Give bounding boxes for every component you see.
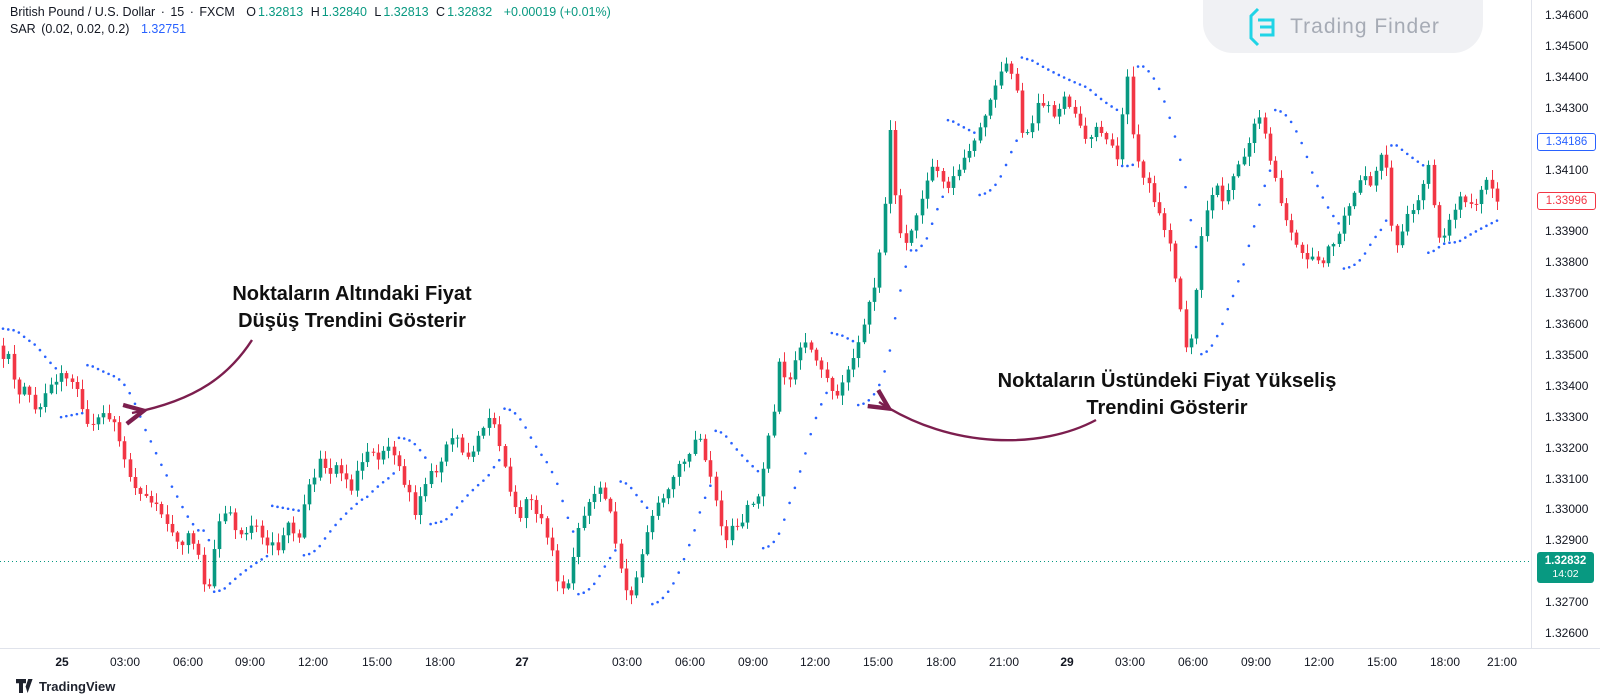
- price-axis-tick: 1.33000: [1545, 502, 1589, 517]
- separator: ·: [160, 5, 165, 19]
- time-axis-tick: 12:00: [297, 655, 329, 669]
- price-axis-tick: 1.33300: [1545, 409, 1589, 424]
- time-axis-tick: 06:00: [1177, 655, 1209, 669]
- annotation-uptrend-text: Noktaların Üstündeki Fiyat Yükseliş Tren…: [997, 370, 1337, 419]
- high-label: H 1.32840: [310, 5, 367, 19]
- time-axis-tick: 09:00: [1240, 655, 1272, 669]
- time-axis-tick: 25: [55, 655, 69, 669]
- time-axis-tick: 27: [515, 655, 529, 669]
- sar-price-label: 1.34186: [1537, 132, 1596, 151]
- tradingview-logo-icon: [16, 679, 33, 693]
- time-axis-tick: 18:00: [925, 655, 957, 669]
- trading-finder-watermark: Trading Finder: [1203, 0, 1483, 53]
- price-axis-tick: 1.32900: [1545, 533, 1589, 548]
- indicator-value: 1.32751: [140, 22, 187, 36]
- time-axis-tick: 03:00: [611, 655, 643, 669]
- close-label: C 1.32832: [436, 5, 493, 19]
- price-axis-tick: 1.33800: [1545, 255, 1589, 270]
- price-axis-tick: 1.34600: [1545, 8, 1589, 22]
- price-axis-tick: 1.33900: [1545, 224, 1589, 239]
- change-value: +0.00019 (+0.01%): [503, 5, 611, 19]
- time-axis-tick: 06:00: [172, 655, 204, 669]
- open-value: 1.32813: [258, 5, 304, 19]
- time-axis-tick: 12:00: [799, 655, 831, 669]
- time-axis-tick: 15:00: [361, 655, 393, 669]
- price-axis-tick: 1.34500: [1545, 38, 1589, 53]
- time-axis-tick: 18:00: [1429, 655, 1461, 669]
- annotation-downtrend-text: Noktaların Altındaki Fiyat Düşüş Trendin…: [232, 283, 472, 332]
- current-price-countdown-label: 1.32832 14:02: [1537, 552, 1594, 584]
- last-price-label: 1.33996: [1537, 191, 1596, 210]
- time-axis-tick: 09:00: [234, 655, 266, 669]
- time-axis-tick: 03:00: [109, 655, 141, 669]
- trading-finder-logo-text: Trading Finder: [1290, 14, 1440, 38]
- time-axis-tick: 15:00: [1366, 655, 1398, 669]
- time-axis-tick: 21:00: [988, 655, 1020, 669]
- separator: ·: [189, 5, 194, 19]
- time-axis-border: [0, 648, 1600, 649]
- price-axis-tick: 1.33700: [1545, 286, 1589, 301]
- bar-countdown: 14:02: [1552, 568, 1579, 581]
- time-axis-tick: 21:00: [1486, 655, 1518, 669]
- price-axis-tick: 1.32600: [1545, 626, 1589, 640]
- price-axis-tick: 1.33400: [1545, 378, 1589, 393]
- time-axis-tick: 18:00: [424, 655, 456, 669]
- tradingview-attribution[interactable]: TradingView: [16, 679, 115, 694]
- price-axis-border: [1531, 0, 1532, 648]
- high-value: 1.32840: [321, 5, 367, 19]
- price-axis-tick: 1.32700: [1545, 595, 1589, 610]
- price-axis-tick: 1.34100: [1545, 162, 1589, 177]
- low-label: L 1.32813: [374, 5, 429, 19]
- price-axis-tick: 1.34300: [1545, 100, 1589, 115]
- price-axis-tick: 1.33100: [1545, 471, 1589, 486]
- trading-finder-logo-icon: [1249, 7, 1275, 46]
- open-label: O 1.32813: [246, 5, 304, 19]
- symbol-title[interactable]: British Pound / U.S. Dollar: [10, 5, 156, 19]
- close-value: 1.32832: [447, 5, 493, 19]
- time-axis-tick: 06:00: [674, 655, 706, 669]
- time-axis-tick: 09:00: [737, 655, 769, 669]
- indicator-name[interactable]: SAR: [10, 22, 36, 36]
- price-axis-tick: 1.33200: [1545, 440, 1589, 455]
- low-value: 1.32813: [383, 5, 429, 19]
- exchange-label: FXCM: [199, 5, 235, 19]
- symbol-row[interactable]: British Pound / U.S. Dollar · 15 · FXCM …: [10, 5, 613, 19]
- price-axis-tick: 1.33500: [1545, 347, 1589, 362]
- indicator-params: (0.02, 0.02, 0.2): [41, 22, 130, 36]
- price-axis-tick: 1.34400: [1545, 69, 1589, 84]
- time-axis-tick: 15:00: [862, 655, 894, 669]
- interval-label[interactable]: 15: [170, 5, 185, 19]
- indicator-row[interactable]: SAR (0.02, 0.02, 0.2) 1.32751: [10, 22, 613, 36]
- price-axis-tick: 1.33600: [1545, 317, 1589, 331]
- time-axis-tick: 29: [1060, 655, 1074, 669]
- time-axis-tick: 12:00: [1303, 655, 1335, 669]
- time-axis-tick: 03:00: [1114, 655, 1146, 669]
- chart-legend: British Pound / U.S. Dollar · 15 · FXCM …: [10, 5, 613, 36]
- tradingview-logo-text: TradingView: [39, 679, 116, 694]
